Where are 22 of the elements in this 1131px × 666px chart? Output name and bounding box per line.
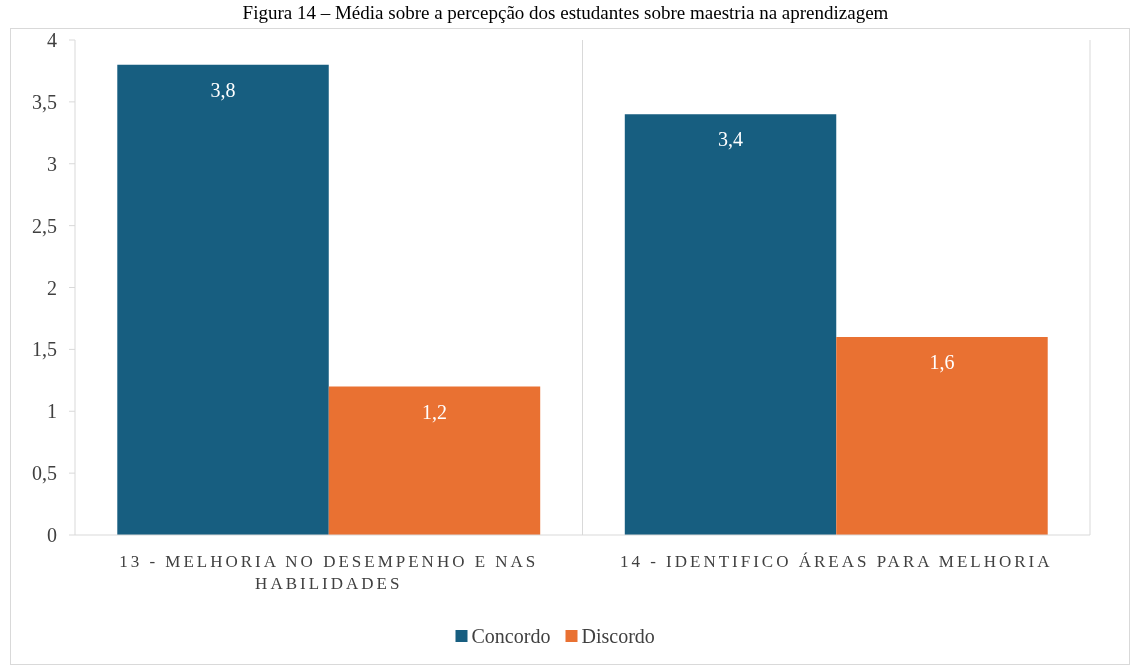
bar <box>624 114 837 535</box>
y-tick-label: 1,5 <box>32 338 57 361</box>
data-label: 3,4 <box>718 128 744 151</box>
y-tick-label: 1 <box>47 400 57 423</box>
x-tick-label: 14 - IDENTIFICO ÁREAS PARA MELHORIA <box>619 552 1053 571</box>
y-tick-label: 4 <box>47 29 57 51</box>
legend-label: Concordo <box>471 625 551 647</box>
y-tick-label: 0,5 <box>32 462 57 485</box>
data-label: 3,8 <box>210 78 236 101</box>
chart-title: Figura 14 – Média sobre a percepção dos estudantes sobre maestria na aprendizagem <box>242 2 889 23</box>
y-tick-label: 0 <box>47 524 57 546</box>
data-label: 1,2 <box>421 400 447 423</box>
bar <box>836 337 1048 535</box>
legend-label: Discordo <box>581 625 655 647</box>
bar <box>328 386 541 535</box>
y-tick-label: 3,5 <box>32 90 57 113</box>
y-tick-label: 2,5 <box>32 214 57 237</box>
y-tick-label: 3 <box>47 152 57 175</box>
bar <box>117 64 329 535</box>
data-label: 1,6 <box>929 351 955 373</box>
x-tick-label: 13 - MELHORIA NO DESEMPENHO E NAS HABILIDADES <box>119 552 539 593</box>
y-tick-label: 2 <box>47 276 57 299</box>
